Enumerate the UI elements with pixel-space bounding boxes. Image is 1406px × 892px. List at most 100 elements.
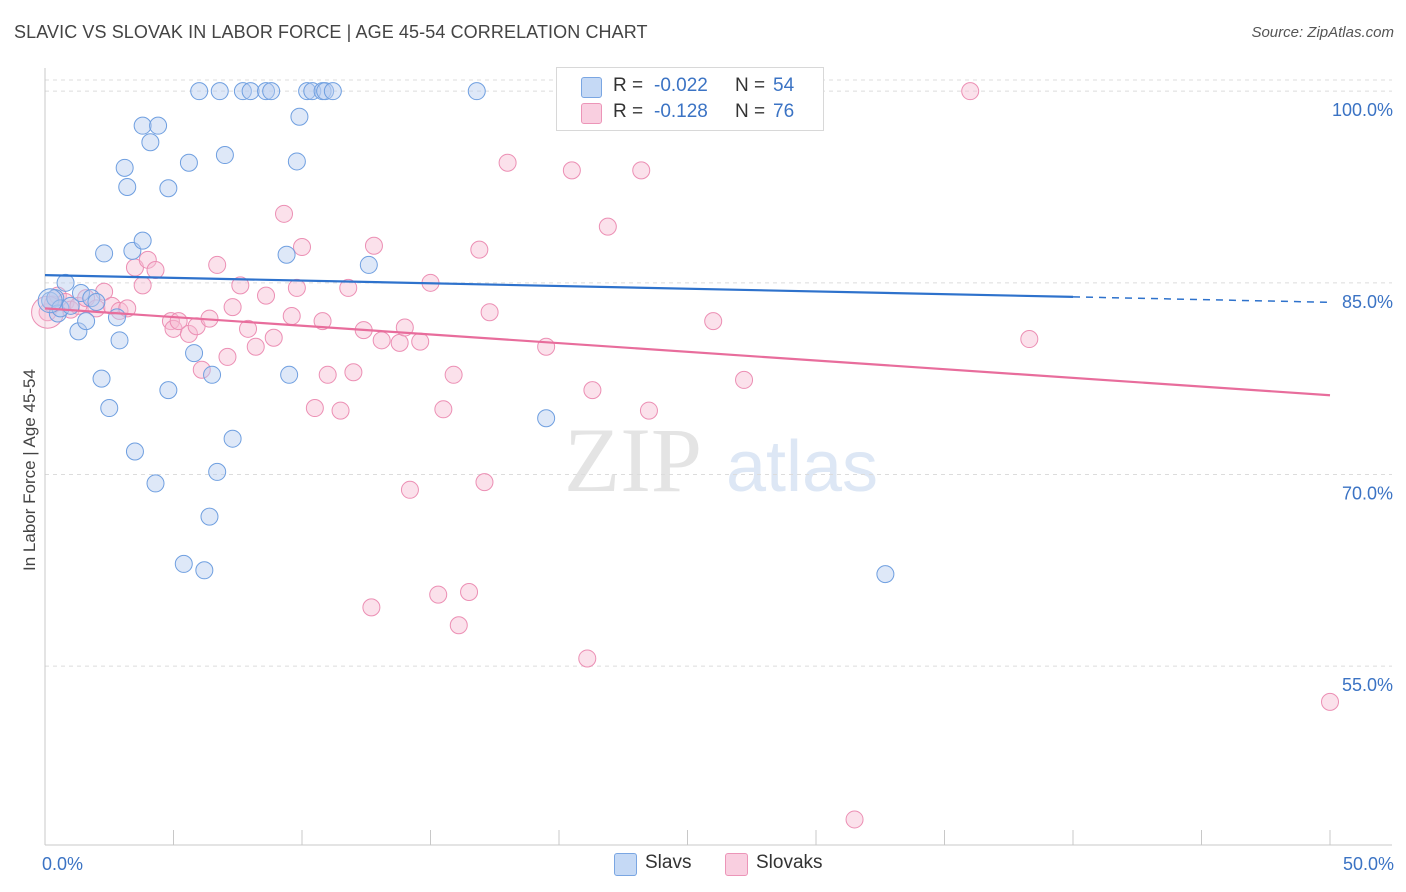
- slovaks-point: [1321, 692, 1339, 711]
- slavs-point: [118, 177, 137, 196]
- slavs-point: [87, 292, 106, 311]
- slavs-point: [359, 255, 378, 274]
- slavs-cluster-point: [37, 288, 63, 314]
- slavs-point: [69, 322, 88, 341]
- slavs-n-label: N =: [735, 75, 766, 96]
- slavs-point: [233, 82, 252, 101]
- slovaks-point: [480, 303, 499, 322]
- slavs-point: [190, 82, 209, 101]
- slavs-legend-swatch: [614, 853, 637, 876]
- slovaks-legend-label: Slovaks: [756, 852, 823, 873]
- slavs-point: [71, 284, 90, 303]
- slavs-point: [316, 82, 335, 101]
- slovaks-point: [390, 333, 409, 352]
- slavs-point: [277, 245, 296, 264]
- source-credit: Source: ZipAtlas.com: [1251, 24, 1394, 41]
- slovaks-point: [218, 347, 237, 366]
- slavs-point: [323, 82, 342, 101]
- slavs-point: [149, 116, 168, 135]
- slovaks-point: [138, 250, 157, 269]
- slavs-swatch: [581, 77, 602, 98]
- gridlines: [45, 79, 1392, 667]
- slavs-point: [179, 153, 198, 172]
- slavs-point: [159, 179, 178, 198]
- slavs-point: [223, 429, 242, 448]
- slovaks-point: [578, 649, 597, 668]
- y-axis-label: In Labor Force | Age 45-54: [20, 369, 39, 571]
- slovaks-point: [1020, 330, 1039, 349]
- slovaks-point: [318, 365, 337, 384]
- slovaks-point: [192, 360, 211, 379]
- slovaks-point: [632, 161, 651, 180]
- slavs-point: [262, 82, 281, 101]
- trend-lines: [44, 274, 1331, 397]
- chart-title: SLAVIC VS SLOVAK IN LABOR FORCE | AGE 45…: [14, 22, 648, 42]
- slavs-point: [185, 344, 204, 363]
- slovaks-point: [735, 370, 754, 389]
- slavs-point: [107, 308, 126, 327]
- slovaks-point: [598, 217, 617, 236]
- slavs-points: [37, 82, 895, 584]
- slovaks-point: [239, 319, 258, 338]
- axes: [44, 68, 1392, 846]
- x-tick-label-end: 50.0%: [1343, 854, 1394, 874]
- slovaks-point: [293, 238, 311, 257]
- slovaks-n-label: N =: [735, 101, 766, 122]
- slavs-point: [159, 381, 178, 400]
- watermark-zip: ZIP: [564, 409, 702, 511]
- slavs-point: [77, 312, 96, 331]
- slavs-point: [133, 116, 152, 135]
- slovaks-point: [400, 480, 419, 499]
- slovaks-point: [344, 363, 363, 382]
- slovaks-point: [961, 82, 980, 101]
- slovaks-point: [313, 312, 332, 331]
- slovaks-point: [434, 400, 453, 419]
- slavs-point: [110, 331, 129, 350]
- slavs-point: [257, 82, 276, 101]
- slovaks-point: [364, 236, 383, 255]
- slavs-point: [146, 474, 165, 493]
- slovaks-r-value: -0.128: [654, 101, 708, 122]
- slovaks-point: [331, 401, 350, 420]
- slovaks-trend-line: [44, 307, 1331, 397]
- slovaks-point: [275, 204, 294, 223]
- slavs-point: [100, 399, 119, 418]
- slovaks-swatch: [581, 103, 602, 124]
- slavs-point: [280, 365, 299, 384]
- slovaks-point: [498, 153, 517, 172]
- slovaks-point: [339, 278, 358, 297]
- slavs-point: [141, 133, 160, 152]
- slovaks-point: [460, 583, 479, 602]
- slovaks-point: [475, 473, 494, 492]
- slavs-point: [200, 507, 219, 526]
- slovaks-point: [264, 328, 283, 347]
- correlation-legend: R = -0.022 N = 54 R = -0.128 N = 76: [556, 67, 824, 131]
- slovaks-point: [362, 598, 381, 617]
- slovaks-point: [411, 332, 430, 351]
- slavs-point: [133, 231, 152, 250]
- slavs-r-value: -0.022: [654, 75, 708, 96]
- slavs-point: [195, 561, 214, 580]
- slavs-point: [287, 152, 306, 171]
- slavs-point: [303, 82, 322, 101]
- slavs-n-value: 54: [773, 75, 795, 96]
- slavs-trend-line: [44, 274, 1074, 298]
- slavs-point: [241, 82, 260, 101]
- slovaks-point: [146, 261, 165, 280]
- slovaks-legend-swatch: [725, 853, 748, 876]
- slavs-point: [467, 82, 486, 101]
- slovaks-point: [449, 616, 468, 635]
- slovaks-point: [845, 810, 864, 829]
- slavs-point: [95, 244, 114, 263]
- slovaks-point: [231, 276, 250, 295]
- slavs-point: [56, 273, 75, 292]
- slovaks-point: [305, 399, 324, 418]
- slovaks-point: [639, 401, 658, 420]
- slavs-point: [125, 442, 144, 461]
- slovaks-point: [470, 240, 489, 259]
- slovaks-point: [704, 312, 723, 331]
- slavs-point: [208, 462, 227, 481]
- slovaks-n-value: 76: [773, 101, 795, 122]
- slovaks-point: [133, 276, 152, 295]
